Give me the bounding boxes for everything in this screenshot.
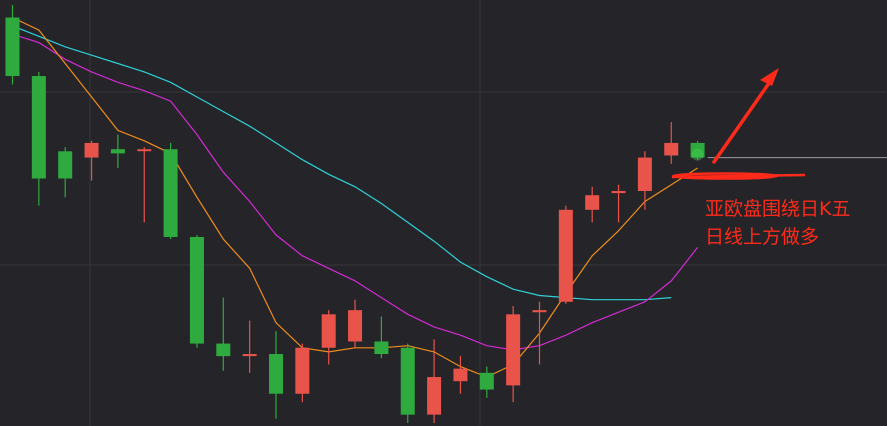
candle-body-15 — [400, 347, 415, 415]
candle-body-21 — [558, 209, 573, 302]
candle-body-10 — [269, 354, 283, 394]
candle-0 — [5, 5, 20, 85]
annotation-line-2: 日线上方做多 — [705, 226, 819, 248]
candle-body-20 — [532, 310, 547, 313]
candle-15 — [400, 343, 415, 423]
candle-19 — [506, 305, 521, 403]
candle-21 — [558, 205, 573, 304]
ma10-line — [12, 33, 699, 351]
candle-body-7 — [189, 236, 204, 344]
candle-body-6 — [163, 149, 178, 237]
annotation-underline-stroke — [671, 173, 806, 179]
candle-body-4 — [110, 149, 125, 154]
candle-25 — [664, 122, 679, 164]
candle-24 — [637, 151, 652, 210]
candle-10 — [269, 331, 283, 419]
candle-18 — [479, 366, 494, 398]
candle-body-1 — [31, 76, 46, 179]
candle-body-22 — [585, 195, 600, 210]
candle-8 — [216, 297, 231, 371]
candle-17 — [453, 356, 468, 394]
candles — [5, 5, 705, 423]
candle-body-25 — [664, 142, 679, 156]
candle-7 — [189, 234, 204, 348]
candle-body-0 — [5, 17, 20, 77]
candle-12 — [321, 310, 336, 365]
candle-14 — [374, 316, 389, 359]
candle-2 — [58, 147, 73, 198]
trend-arrow-head — [760, 68, 779, 86]
candle-26 — [690, 140, 705, 160]
candle-body-16 — [427, 377, 442, 415]
annotation-overlay — [671, 68, 887, 180]
candle-22 — [585, 186, 600, 223]
annotation-line-1: 亚欧盘围绕日K五 — [705, 198, 850, 220]
candle-body-3 — [84, 142, 99, 158]
candle-body-12 — [321, 314, 336, 348]
candle-body-19 — [506, 314, 521, 386]
candle-body-9 — [242, 354, 257, 357]
candle-body-11 — [295, 347, 310, 394]
candle-body-24 — [637, 157, 652, 192]
candle-23 — [611, 184, 626, 223]
candle-9 — [242, 320, 257, 373]
candle-body-2 — [58, 151, 73, 179]
candle-body-14 — [374, 341, 389, 355]
candle-20 — [532, 301, 547, 365]
candle-3 — [84, 140, 99, 181]
candle-1 — [31, 71, 46, 206]
trend-arrow-shaft — [712, 74, 776, 164]
candle-4 — [110, 134, 125, 169]
candle-body-18 — [479, 372, 494, 390]
candle-body-8 — [216, 343, 231, 357]
candle-11 — [295, 343, 310, 403]
candle-16 — [427, 339, 442, 423]
ma5-line — [12, 16, 698, 378]
candle-body-26 — [690, 142, 705, 158]
candle-13 — [348, 299, 363, 348]
candle-body-23 — [611, 191, 626, 194]
last-candle-glow — [691, 148, 704, 161]
candle-5 — [137, 147, 152, 223]
candle-body-5 — [137, 149, 152, 152]
candle-body-13 — [348, 310, 363, 342]
candle-body-17 — [453, 368, 468, 382]
candle-6 — [163, 142, 178, 240]
